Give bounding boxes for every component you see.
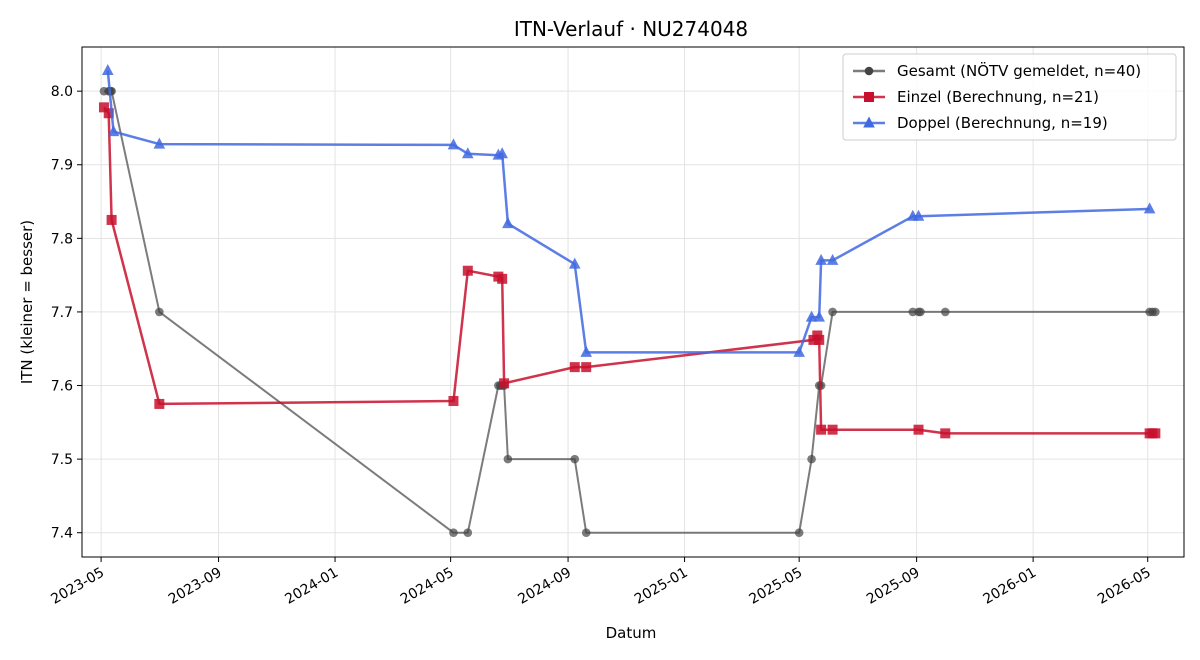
data-point-einzel xyxy=(103,108,114,119)
data-point-doppel xyxy=(912,209,925,221)
plot-frame xyxy=(81,46,1185,558)
data-point-gesamt xyxy=(828,307,837,317)
y-tick-label: 7.9 xyxy=(51,158,73,174)
data-point-doppel xyxy=(496,147,508,159)
y-axis-label: ITN (kleiner = besser) xyxy=(18,220,36,384)
legend-entry-doppel: Doppel (Berechnung, n=19) xyxy=(853,114,1108,132)
data-point-einzel xyxy=(581,362,592,373)
series-einzel xyxy=(98,102,1161,439)
data-point-doppel xyxy=(1143,202,1156,214)
data-point-doppel xyxy=(793,345,805,357)
legend-entry-gesamt: Gesamt (NÖTV gemeldet, n=40) xyxy=(853,61,1141,80)
legend-label: Doppel (Berechnung, n=19) xyxy=(897,114,1108,132)
data-point-einzel xyxy=(569,362,580,373)
legend-marker xyxy=(864,92,874,102)
data-point-einzel xyxy=(497,273,508,284)
data-point-doppel xyxy=(826,253,839,265)
y-tick-label: 8.0 xyxy=(51,84,73,100)
chart-title: ITN-Verlauf · NU274048 xyxy=(514,17,748,41)
data-point-einzel xyxy=(462,265,473,276)
data-point-doppel xyxy=(447,138,460,150)
data-point-gesamt xyxy=(916,307,925,317)
data-point-einzel xyxy=(827,424,838,435)
legend-label: Einzel (Berechnung, n=21) xyxy=(897,88,1099,106)
data-point-einzel xyxy=(154,398,165,409)
legend-box xyxy=(842,53,1177,141)
data-point-einzel xyxy=(499,378,510,389)
data-point-einzel xyxy=(106,214,117,225)
data-point-gesamt xyxy=(807,454,816,464)
data-point-gesamt xyxy=(794,528,804,538)
data-point-gesamt xyxy=(449,528,458,538)
data-point-doppel xyxy=(461,147,474,159)
data-point-doppel xyxy=(101,64,114,76)
data-point-einzel xyxy=(940,428,951,439)
data-point-gesamt xyxy=(463,528,473,538)
data-point-einzel xyxy=(448,395,459,406)
data-point-doppel xyxy=(502,217,514,229)
data-point-doppel xyxy=(153,137,166,149)
legend-marker xyxy=(864,66,874,76)
x-axis-label: Datum xyxy=(606,624,657,642)
data-point-einzel xyxy=(816,424,827,435)
legend-marker xyxy=(863,116,875,128)
data-point-doppel xyxy=(815,253,827,265)
series-doppel xyxy=(101,64,1156,357)
data-point-doppel xyxy=(813,310,826,322)
data-point-gesamt xyxy=(570,454,580,464)
series-line-doppel xyxy=(106,70,1150,354)
data-point-doppel xyxy=(568,257,581,269)
legend-entry-einzel: Einzel (Berechnung, n=21) xyxy=(853,88,1099,106)
data-point-doppel xyxy=(580,345,593,357)
y-tick-label: 7.4 xyxy=(51,526,73,542)
y-axis-ticks: 7.4 7.5 7.6 7.7 7.8 7.9 8.0 xyxy=(51,84,82,542)
data-point-gesamt xyxy=(940,307,950,317)
legend-label: Gesamt (NÖTV gemeldet, n=40) xyxy=(897,61,1141,80)
data-point-gesamt xyxy=(155,307,164,317)
data-point-doppel xyxy=(805,310,818,322)
data-point-einzel xyxy=(98,102,109,113)
data-point-gesamt xyxy=(581,528,591,538)
data-point-einzel xyxy=(814,334,825,345)
data-point-einzel xyxy=(1150,428,1161,439)
data-point-gesamt xyxy=(503,454,513,464)
data-point-gesamt xyxy=(1151,307,1160,317)
legend: Gesamt (NÖTV gemeldet, n=40) Einzel (Bere… xyxy=(842,53,1177,141)
y-tick-label: 7.5 xyxy=(51,452,73,468)
y-tick-label: 7.6 xyxy=(51,379,73,395)
series-layer xyxy=(98,64,1161,538)
data-point-doppel xyxy=(107,125,120,137)
y-tick-label: 7.7 xyxy=(51,305,73,321)
data-point-einzel xyxy=(913,424,924,435)
y-tick-label: 7.8 xyxy=(51,231,73,247)
